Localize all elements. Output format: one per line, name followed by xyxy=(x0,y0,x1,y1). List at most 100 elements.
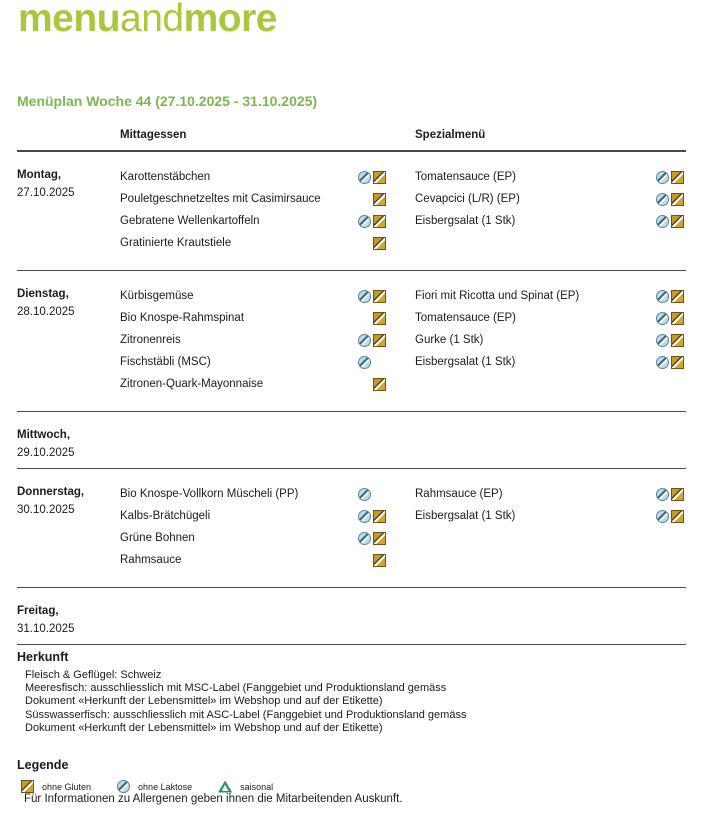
gluten-slot xyxy=(373,289,388,303)
ohne-gluten-icon xyxy=(671,333,684,347)
menu-item-label: Bio Knospe-Vollkorn Müscheli (PP) xyxy=(120,488,299,500)
day-row: Montag, 27.10.2025 Karottenstäbchen Pouletg… xyxy=(17,152,686,271)
day-label: Dienstag, 28.10.2025 xyxy=(17,285,120,395)
menu-item-label: Karottenstäbchen xyxy=(120,171,211,183)
herkunft-section: Herkunft Fleisch & Geflügel: Schweiz Meer… xyxy=(17,650,466,735)
legend-item: ohne Laktose xyxy=(117,780,192,793)
gluten-slot xyxy=(373,509,388,523)
ohne-laktose-icon xyxy=(358,355,371,369)
menu-item-label: Tomatensauce (EP) xyxy=(415,171,516,183)
gluten-slot xyxy=(671,311,686,325)
ohne-gluten-icon xyxy=(373,289,386,303)
ohne-laktose-icon xyxy=(656,214,669,228)
menu-item: Kalbs-Brätchügeli xyxy=(120,505,388,527)
mittagessen-list: Karottenstäbchen Pouletgeschnetzeltes mit… xyxy=(120,166,388,254)
menu-item-label: Kürbisgemüse xyxy=(120,290,194,302)
menu-item: Gurke (1 Stk) xyxy=(415,329,686,351)
laktose-slot xyxy=(656,192,671,206)
menu-item: Tomatensauce (EP) xyxy=(415,307,686,329)
day-name: Donnerstag, xyxy=(17,486,85,498)
ohne-gluten-icon xyxy=(373,377,386,391)
gluten-slot xyxy=(373,553,388,567)
laktose-slot xyxy=(656,509,671,523)
laktose-slot xyxy=(358,170,373,184)
menu-item: Eisbergsalat (1 Stk) xyxy=(415,505,686,527)
laktose-slot xyxy=(358,554,373,567)
legend-item-label: ohne Laktose xyxy=(138,781,193,792)
allergen-icons xyxy=(358,377,388,391)
menu-item: Bio Knospe-Vollkorn Müscheli (PP) xyxy=(120,483,388,505)
menu-item-label: Rahmsauce xyxy=(120,554,182,566)
day-label: Freitag, 31.10.2025 xyxy=(17,602,120,638)
allergen-icons xyxy=(656,311,686,325)
ohne-laktose-icon xyxy=(656,289,669,303)
day-name: Dienstag, xyxy=(17,288,69,300)
gluten-slot xyxy=(373,214,388,228)
day-label: Montag, 27.10.2025 xyxy=(17,166,120,254)
day-date: 31.10.2025 xyxy=(17,623,75,635)
ohne-gluten-icon xyxy=(373,311,386,325)
herkunft-heading: Herkunft xyxy=(17,650,69,664)
menu-item: Cevapcici (L/R) (EP) xyxy=(415,188,686,210)
menu-item-label: Gebratene Wellenkartoffeln xyxy=(120,215,260,227)
allergen-icons xyxy=(656,355,686,369)
gluten-slot xyxy=(671,509,686,523)
laktose-slot xyxy=(358,531,373,545)
ohne-laktose-icon xyxy=(358,289,371,303)
menu-item-label: Fischstäbli (MSC) xyxy=(120,356,211,368)
menu-item: Zitronenreis xyxy=(120,329,388,351)
gluten-slot xyxy=(373,531,388,545)
day-date: 29.10.2025 xyxy=(17,447,75,459)
menu-item-label: Grüne Bohnen xyxy=(120,532,195,544)
menu-item: Bio Knospe-Rahmspinat xyxy=(120,307,388,329)
herkunft-line: Dokument «Herkunft der Lebensmittel» im … xyxy=(25,695,383,708)
menu-item: Fiori mit Ricotta und Spinat (EP) xyxy=(415,285,686,307)
menu-item-label: Pouletgeschnetzeltes mit Casimirsauce xyxy=(120,193,321,205)
gluten-slot xyxy=(373,311,388,325)
herkunft-line: Dokument «Herkunft der Lebensmittel» im … xyxy=(25,721,383,734)
ohne-gluten-icon xyxy=(373,553,386,567)
day-row: Dienstag, 28.10.2025 Kürbisgemüse Bio Knosp… xyxy=(17,271,686,412)
legende-heading: Legende xyxy=(17,758,69,772)
spezialmenu-list: Fiori mit Ricotta und Spinat (EP) Tomaten… xyxy=(415,285,686,395)
laktose-slot xyxy=(656,487,671,501)
gluten-slot xyxy=(373,377,388,391)
day-date: 30.10.2025 xyxy=(17,504,75,516)
menuandmore-logo: menuandmore xyxy=(18,0,277,42)
legende-section: Legende ohne Gluten ohne Laktose saisonal xyxy=(17,758,299,793)
column-spacer xyxy=(388,426,415,462)
ohne-laktose-icon xyxy=(656,333,669,347)
page-title: Menüplan Woche 44 (27.10.2025 - 31.10.20… xyxy=(17,93,318,109)
allergen-info-text: Für Informationen zu Allergenen geben ih… xyxy=(24,793,403,805)
logo-text-menu: menu xyxy=(18,0,121,40)
menu-table-days: Montag, 27.10.2025 Karottenstäbchen Pouletg… xyxy=(17,152,686,645)
menu-item-label: Zitronenreis xyxy=(120,334,181,346)
day-label: Mittwoch, 29.10.2025 xyxy=(17,426,120,462)
ohne-laktose-icon xyxy=(358,170,371,184)
gluten-slot xyxy=(373,356,388,369)
ohne-gluten-icon xyxy=(671,289,684,303)
day-date: 28.10.2025 xyxy=(17,306,75,318)
menu-item-label: Kalbs-Brätchügeli xyxy=(120,510,211,522)
column-spacer xyxy=(388,483,415,571)
ohne-laktose-icon xyxy=(656,355,669,369)
logo-text-more: more xyxy=(183,0,278,40)
ohne-gluten-icon xyxy=(373,214,386,228)
menu-item-label: Gratinierte Krautstiele xyxy=(120,237,232,249)
laktose-slot xyxy=(656,289,671,303)
herkunft-lines: Fleisch & Geflügel: Schweiz Meeresfisch: … xyxy=(17,669,466,735)
legend-item: saisonal xyxy=(218,780,273,793)
menu-item: Rahmsauce (EP) xyxy=(415,483,686,505)
ohne-laktose-icon xyxy=(117,780,131,793)
menu-item: Zitronen-Quark-Mayonnaise xyxy=(120,373,388,395)
menu-item-label: Tomatensauce (EP) xyxy=(415,312,516,324)
day-name: Freitag, xyxy=(17,605,59,617)
day-row: Donnerstag, 30.10.2025 Bio Knospe-Vollkorn… xyxy=(17,469,686,588)
gluten-slot xyxy=(373,192,388,206)
menu-item-label: Eisbergsalat (1 Stk) xyxy=(415,215,516,227)
allergen-icons xyxy=(358,333,388,347)
spezialmenu-list: Tomatensauce (EP) Cevapcici (L/R) (EP) Eis… xyxy=(415,166,686,254)
laktose-slot xyxy=(358,237,373,250)
laktose-slot xyxy=(656,214,671,228)
